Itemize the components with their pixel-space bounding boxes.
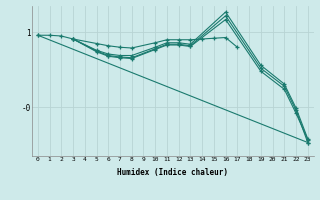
X-axis label: Humidex (Indice chaleur): Humidex (Indice chaleur): [117, 168, 228, 177]
